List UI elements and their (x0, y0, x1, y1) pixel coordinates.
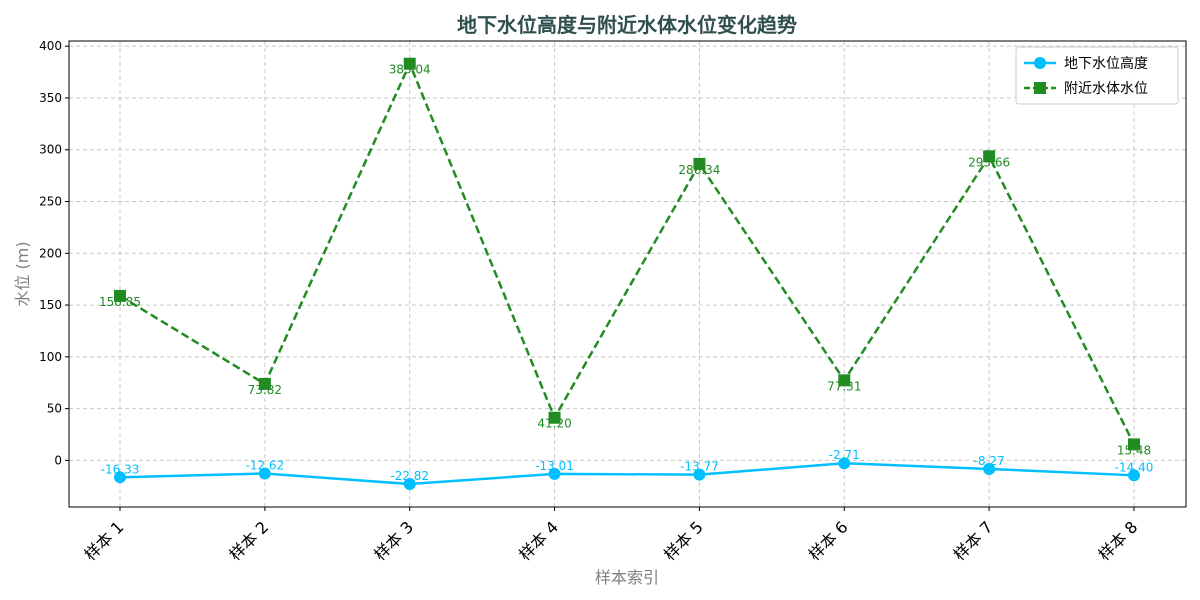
series-layer (114, 57, 1140, 491)
series-line-groundwater (119, 461, 1135, 486)
data-label: 383.04 (389, 63, 431, 77)
data-point-waterbody (693, 157, 706, 170)
data-point-groundwater (983, 462, 996, 475)
data-point-groundwater (403, 478, 416, 491)
data-point-waterbody (114, 289, 126, 302)
x-tick-label: 样本 3 (370, 517, 417, 564)
plot-frame (68, 40, 1187, 508)
x-tick-label: 样本 7 (950, 517, 997, 564)
legend-marker-groundwater (1034, 57, 1046, 69)
data-point-groundwater (838, 457, 851, 470)
x-tick-label: 样本 8 (1095, 517, 1142, 564)
x-axis-label: 样本索引 (595, 568, 659, 587)
x-tick-label: 样本 5 (660, 517, 707, 564)
y-tick-label: 0 (54, 453, 62, 467)
data-label: -22.82 (390, 469, 429, 483)
y-tick-label: 350 (39, 91, 62, 105)
x-tick-label: 样本 1 (81, 517, 128, 564)
data-label: 286.34 (678, 163, 720, 177)
series-line-waterbody (119, 60, 1136, 445)
data-point-groundwater (548, 467, 561, 480)
data-point-waterbody (838, 374, 851, 387)
legend-label-waterbody: 附近水体水位 (1064, 81, 1148, 97)
data-point-waterbody (403, 57, 416, 70)
x-tick-label: 样本 6 (805, 517, 852, 564)
data-point-groundwater (258, 467, 271, 480)
data-label: -8.27 (974, 454, 1005, 468)
grid-lines (69, 41, 1186, 507)
chart-title: 地下水位高度与附近水体水位变化趋势 (457, 13, 797, 37)
data-point-groundwater (114, 471, 126, 484)
y-tick-label: 200 (39, 246, 62, 260)
axis-ticks: 0 50 100 150 200 250 300 350 400 样本 1 样本 2 样本 3 样本 4… (39, 39, 1141, 564)
y-tick-label: 100 (39, 350, 62, 364)
data-label: -13.77 (680, 460, 719, 474)
y-tick-label: 150 (39, 298, 62, 312)
legend: 地下水位高度 附近水体水位 (1015, 46, 1179, 105)
y-axis-label: 水位 (m) (13, 241, 32, 306)
data-labels: -16.33 -12.62 -22.82 -13.01 -13.77 -2.71 -8.27… (99, 63, 1153, 483)
legend-box (1015, 46, 1179, 105)
data-label: -16.33 (101, 462, 140, 476)
data-point-waterbody (258, 377, 271, 390)
data-label: 41.20 (537, 417, 571, 431)
y-tick-label: 250 (39, 195, 62, 209)
data-point-groundwater (1128, 469, 1140, 482)
legend-marker-waterbody (1034, 82, 1046, 94)
legend-label-groundwater: 地下水位高度 (1064, 55, 1148, 72)
y-tick-label: 300 (39, 143, 62, 157)
data-point-waterbody (983, 150, 996, 163)
data-label: 73.82 (248, 383, 282, 397)
data-label: -13.01 (535, 459, 574, 473)
x-tick-label: 样本 4 (515, 517, 562, 564)
data-label: -2.71 (829, 448, 860, 462)
x-tick-label: 样本 2 (225, 517, 272, 564)
data-label: -12.62 (246, 458, 285, 472)
data-label: 293.66 (968, 155, 1010, 169)
y-tick-label: 400 (39, 39, 62, 53)
data-label: 77.31 (827, 379, 861, 393)
data-point-groundwater (693, 468, 706, 481)
data-point-waterbody (1128, 438, 1140, 451)
data-label: 158.85 (99, 295, 141, 309)
data-label: -14.40 (1115, 460, 1154, 474)
data-point-waterbody (548, 411, 561, 424)
y-tick-label: 50 (47, 402, 62, 416)
data-label: 15.48 (1117, 443, 1151, 457)
